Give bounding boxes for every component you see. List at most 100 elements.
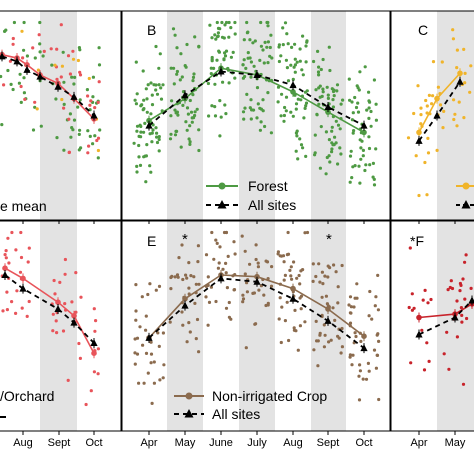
forest-point — [132, 141, 136, 145]
orchard-point — [51, 329, 55, 333]
forest-point — [314, 88, 318, 92]
noncrop-point — [152, 381, 156, 385]
legend-label-orchard: /Orchard — [0, 388, 54, 404]
noncrop-point — [298, 324, 302, 328]
noncrop-point — [245, 281, 249, 285]
noncrop-point — [217, 261, 221, 265]
noncrop-point — [218, 245, 222, 249]
forest-point — [155, 92, 160, 96]
orchard-point — [11, 42, 15, 46]
noncrop-point — [193, 301, 197, 305]
forest-point — [358, 70, 362, 74]
forest-point — [224, 20, 229, 25]
noncrop-point — [256, 265, 260, 269]
forest-point — [369, 109, 373, 114]
forest-point — [195, 107, 199, 111]
forest-point — [266, 20, 270, 25]
forest-point — [139, 124, 143, 129]
irrigated-point — [461, 277, 465, 281]
series-all-sites-point — [289, 81, 297, 89]
forest-point — [304, 104, 308, 108]
noncrop-point — [377, 339, 381, 343]
forest-point — [301, 146, 305, 150]
noncrop-point — [321, 282, 325, 286]
series-a-allsites-point — [23, 65, 31, 73]
irrigated-point — [446, 288, 450, 292]
forest-point — [296, 97, 300, 101]
series-c-allsites-point — [433, 111, 441, 119]
forest-point — [31, 128, 36, 132]
forest-point — [332, 94, 336, 98]
forest-point — [173, 33, 177, 37]
crop-point — [431, 94, 435, 98]
forest-point — [341, 98, 345, 102]
noncrop-point — [175, 273, 180, 277]
noncrop-point — [373, 304, 377, 308]
forest-point — [321, 90, 325, 94]
noncrop-point — [289, 274, 293, 278]
forest-point — [242, 58, 246, 62]
noncrop-point — [287, 338, 291, 343]
forest-point — [157, 83, 161, 87]
noncrop-point — [156, 331, 160, 335]
noncrop-point — [377, 397, 381, 402]
orchard-point — [26, 260, 30, 264]
forest-point — [251, 41, 255, 45]
crop-point — [426, 136, 430, 140]
series-a-allsites-point — [36, 72, 44, 80]
x-tick-label: Oct — [355, 437, 372, 449]
noncrop-point — [161, 331, 165, 335]
forest-point — [146, 83, 150, 87]
forest-point — [151, 128, 155, 132]
noncrop-point — [334, 270, 338, 274]
noncrop-point — [257, 288, 261, 292]
forest-point — [172, 82, 176, 86]
forest-point — [149, 81, 153, 85]
forest-point — [220, 35, 225, 39]
noncrop-point — [215, 241, 219, 245]
series-all-sites-point — [145, 333, 153, 341]
noncrop-point — [340, 263, 344, 268]
orchard-point — [63, 272, 67, 276]
orchard-point — [59, 75, 63, 79]
month-band — [167, 221, 203, 431]
forest-point — [93, 134, 97, 138]
noncrop-point — [318, 331, 322, 335]
x-tick-labels: Aug Sept Oct Apr May June July Aug Sept … — [13, 437, 466, 449]
orchard-point — [77, 341, 81, 346]
noncrop-point — [149, 340, 153, 344]
crop-point — [36, 68, 41, 72]
crop-point — [457, 100, 461, 104]
noncrop-point — [168, 320, 172, 324]
forest-point — [154, 126, 158, 130]
noncrop-point — [320, 270, 324, 274]
forest-point — [192, 72, 196, 76]
forest-point — [367, 116, 371, 120]
mean-lines — [0, 49, 474, 359]
series-all-sites-point — [324, 103, 332, 111]
noncrop-point — [180, 243, 184, 247]
forest-point — [179, 145, 183, 149]
legend-label-noncrop: Non-irrigated Crop — [212, 388, 327, 404]
forest-point — [315, 112, 319, 116]
crop-point — [469, 64, 473, 68]
forest-point — [250, 108, 254, 112]
orchard-point — [5, 308, 9, 312]
noncrop-point — [312, 348, 316, 352]
orchard-point — [15, 289, 19, 293]
forest-point — [249, 98, 253, 102]
noncrop-point — [298, 282, 302, 286]
forest-point — [348, 180, 352, 184]
month-band — [239, 11, 275, 220]
irrigated-point — [408, 246, 412, 250]
forest-point — [301, 73, 305, 77]
forest-point — [197, 148, 201, 153]
noncrop-point — [368, 289, 372, 294]
forest-point — [38, 42, 42, 46]
forest-point — [22, 20, 26, 25]
forest-point — [301, 34, 305, 38]
noncrop-point — [351, 353, 355, 357]
crop-point — [463, 81, 467, 85]
forest-point — [216, 31, 220, 35]
orchard-point — [87, 144, 91, 148]
